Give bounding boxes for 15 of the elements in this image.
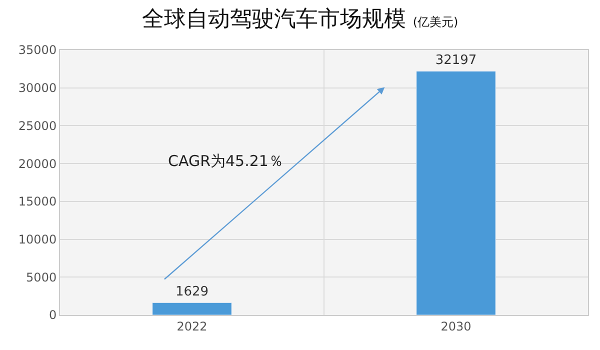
y-tick-label: 10000 bbox=[18, 232, 57, 246]
y-tick-label: 20000 bbox=[18, 156, 57, 171]
y-tick-label: 25000 bbox=[18, 118, 57, 133]
chart-title: 全球自动驾驶汽车市场规模 bbox=[142, 6, 406, 32]
y-tick-label: 30000 bbox=[18, 81, 57, 96]
y-tick-label: 35000 bbox=[18, 43, 57, 58]
annotation: CAGR为45.21％ bbox=[168, 152, 284, 170]
y-tick-label: 5000 bbox=[26, 270, 57, 284]
data-label: 32197 bbox=[435, 53, 477, 68]
chart-subtitle: (亿美元) bbox=[412, 14, 458, 29]
x-tick-label: 2022 bbox=[176, 319, 208, 334]
y-tick-label: 0 bbox=[48, 308, 57, 322]
data-label: 1629 bbox=[175, 284, 209, 300]
y-tick-label: 15000 bbox=[18, 194, 57, 209]
x-tick-label: 2030 bbox=[440, 319, 472, 334]
